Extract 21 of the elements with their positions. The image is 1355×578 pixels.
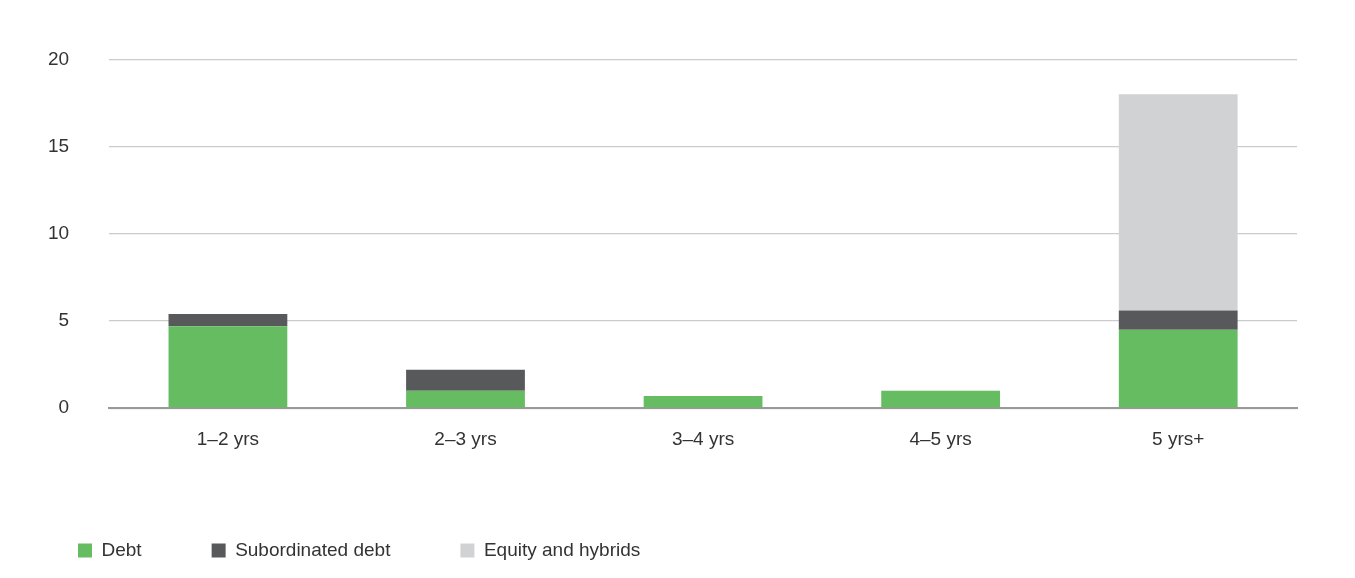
bar <box>1118 310 1238 330</box>
bar <box>643 395 763 408</box>
legend-label: Debt <box>101 538 143 560</box>
bar <box>1118 329 1238 408</box>
y-tick-label: 0 <box>58 396 70 418</box>
x-tick-label: 3–4 yrs <box>671 427 735 449</box>
x-tick-label: 2–3 yrs <box>434 427 497 449</box>
x-tick-label: 1–2 yrs <box>196 427 260 449</box>
bar <box>881 390 1001 408</box>
x-tick-label: 4–5 yrs <box>909 427 972 449</box>
bar <box>406 369 525 391</box>
legend-label: Equity and hybrids <box>483 538 641 560</box>
bar <box>406 390 525 408</box>
bar <box>168 326 288 408</box>
y-tick-label: 20 <box>47 47 70 69</box>
y-tick-label: 15 <box>47 134 70 156</box>
legend-label: Subordinated debt <box>235 538 392 560</box>
y-tick-label: 5 <box>58 309 70 331</box>
bar <box>168 314 288 327</box>
x-tick-label: 5 yrs+ <box>1152 427 1205 449</box>
y-tick-label: 10 <box>47 222 70 244</box>
